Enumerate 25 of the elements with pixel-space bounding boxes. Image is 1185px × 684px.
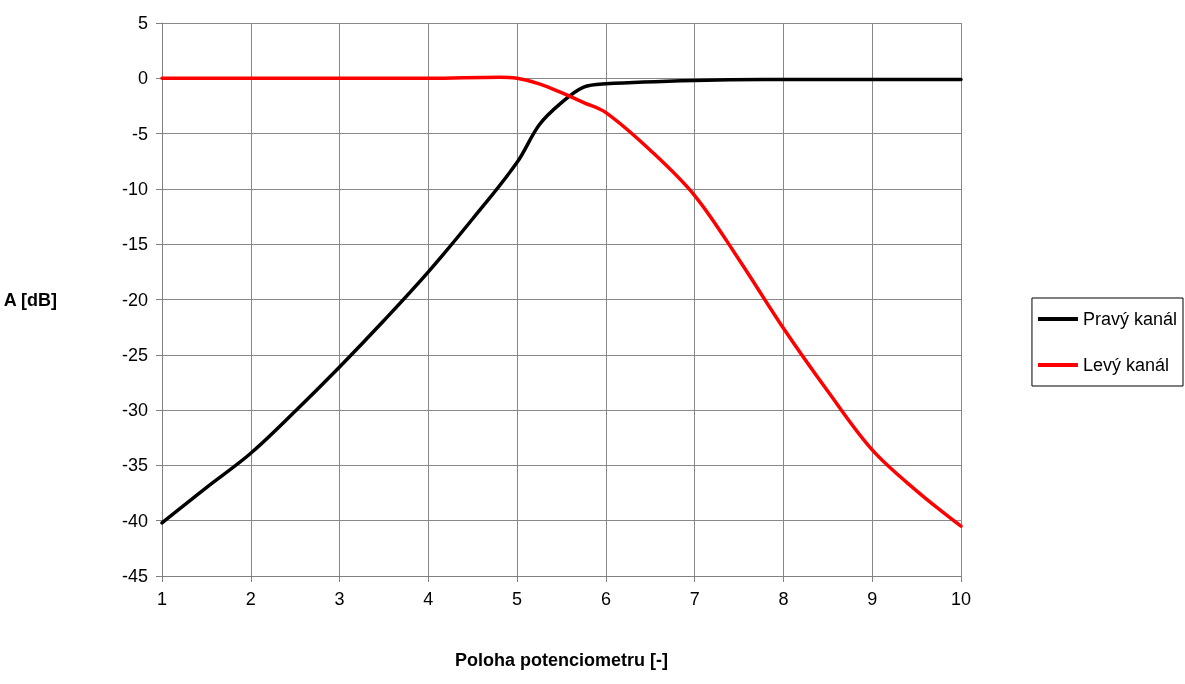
x-tick-label: 8 <box>778 589 789 609</box>
x-tick-label: 6 <box>600 589 611 609</box>
y-axis-title: A [dB] <box>3 289 57 310</box>
x-tick-label: 3 <box>334 589 345 609</box>
y-tick-label: -45 <box>121 566 148 586</box>
x-tick-label: 7 <box>689 589 700 609</box>
y-tick-label: -25 <box>121 344 148 365</box>
y-tick-label: -40 <box>121 510 148 531</box>
y-tick-label: -10 <box>121 178 148 199</box>
x-tick-label: 1 <box>156 589 168 609</box>
legend-label: Levý kanál <box>1082 355 1170 375</box>
x-tick-label: 9 <box>867 589 878 609</box>
y-tick-label: -35 <box>121 455 148 476</box>
legend-label: Pravý kanál <box>1082 309 1177 329</box>
y-tick-label: -15 <box>121 234 148 255</box>
x-tick-label: 10 <box>950 589 972 609</box>
x-tick-label: 5 <box>512 589 523 609</box>
y-tick-label: -30 <box>121 400 148 421</box>
x-tick-label: 2 <box>245 589 256 609</box>
y-tick-label: 5 <box>137 13 148 33</box>
x-tick-label: 4 <box>423 589 434 609</box>
y-tick-label: -20 <box>121 289 148 310</box>
y-tick-label: -5 <box>131 123 148 144</box>
y-tick-label: 0 <box>137 68 148 89</box>
x-axis-title: Poloha potenciometru [-] <box>455 650 668 670</box>
